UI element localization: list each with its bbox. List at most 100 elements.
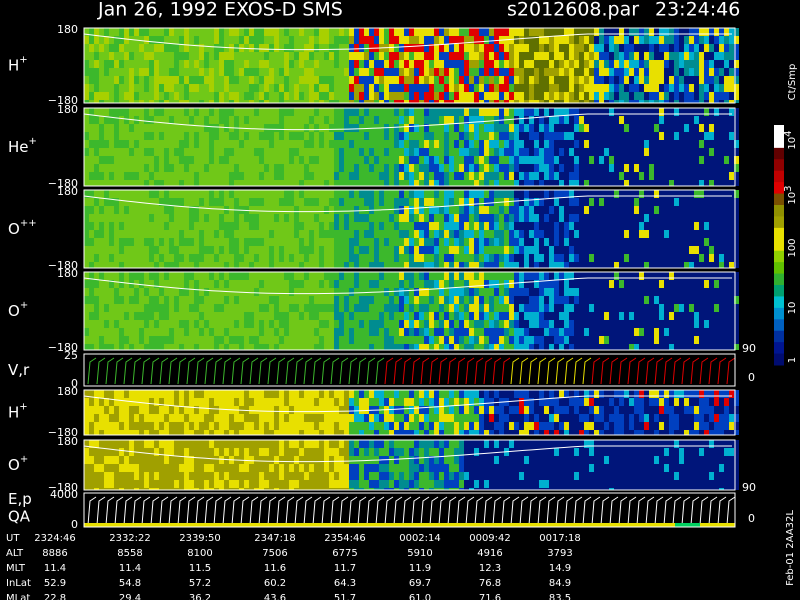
spectrogram-cell xyxy=(349,272,354,280)
spectrogram-cell xyxy=(564,36,569,44)
spectrogram-cell xyxy=(659,92,664,100)
spectrogram-cell xyxy=(414,84,419,92)
spectrogram-cell xyxy=(399,156,404,164)
spectrogram-cell xyxy=(569,206,574,214)
spectrogram-cell xyxy=(244,108,249,116)
spectrogram-cell xyxy=(599,28,604,36)
spectrogram-cell xyxy=(689,68,694,76)
spectrogram-cell xyxy=(524,254,529,262)
spectrogram-cell xyxy=(679,132,684,140)
spectrogram-cell xyxy=(629,254,634,262)
spectrogram-cell xyxy=(394,124,399,132)
spectrogram-cell xyxy=(509,262,514,268)
spectrogram-cell xyxy=(149,132,154,140)
spectrogram-cell xyxy=(264,328,269,336)
spectrogram-cell xyxy=(374,164,379,172)
spectrogram-cell xyxy=(484,312,489,320)
spectrogram-cell xyxy=(399,68,404,76)
spectrogram-cell xyxy=(164,140,169,148)
spectrogram-cell xyxy=(504,60,509,68)
spectrogram-cell xyxy=(334,272,339,280)
spectrogram-cell xyxy=(529,304,534,312)
spectrogram-cell xyxy=(584,76,589,84)
spectrogram-cell xyxy=(94,108,99,116)
spectrogram-cell xyxy=(199,76,204,84)
spectrogram-cell xyxy=(329,108,334,116)
spectrogram-cell xyxy=(679,76,684,84)
spectrogram-cell xyxy=(554,180,559,186)
spectrogram-cell xyxy=(584,148,589,156)
spectrogram-cell xyxy=(114,100,119,103)
spectrogram-cell xyxy=(624,230,629,238)
spectrogram-cell xyxy=(89,320,94,328)
spectrogram-cell xyxy=(339,92,344,100)
spectrogram-cell xyxy=(649,254,654,262)
spectrogram-cell xyxy=(439,68,444,76)
spectrogram-cell xyxy=(224,156,229,164)
spectrogram-cell xyxy=(454,172,459,180)
spectrogram-cell xyxy=(154,44,159,52)
spectrogram-cell xyxy=(554,124,559,132)
spectrogram-cell xyxy=(684,238,689,246)
spectrogram-cell xyxy=(254,246,259,254)
spectrogram-cell xyxy=(164,36,169,44)
spectrogram-cell xyxy=(179,262,184,268)
spectrogram-cell xyxy=(569,148,574,156)
spectrogram-cell xyxy=(519,68,524,76)
spectrogram-cell xyxy=(484,116,489,124)
spectrogram-cell xyxy=(199,180,204,186)
spectrogram-cell xyxy=(309,84,314,92)
spectrogram-cell xyxy=(234,280,239,288)
spectrogram-cell xyxy=(504,312,509,320)
spectrogram-cell xyxy=(374,116,379,124)
spectrogram-cell xyxy=(644,156,649,164)
spectrogram-cell xyxy=(124,140,129,148)
spectrogram-cell xyxy=(179,336,184,344)
spectrogram-cell xyxy=(334,172,339,180)
spectrogram-cell xyxy=(439,44,444,52)
spectrogram-cell xyxy=(89,296,94,304)
spectrogram-cell xyxy=(224,254,229,262)
spectrogram-cell xyxy=(429,92,434,100)
spectrogram-cell xyxy=(409,238,414,246)
spectrogram-cell xyxy=(274,116,279,124)
spectrogram-cell xyxy=(494,190,499,198)
spectrogram-cell xyxy=(144,140,149,148)
spectrogram-cell xyxy=(494,84,499,92)
spectrogram-cell xyxy=(329,84,334,92)
spectrogram-cell xyxy=(449,190,454,198)
spectrogram-cell xyxy=(509,36,514,44)
spectrogram-cell xyxy=(659,238,664,246)
spectrogram-cell xyxy=(534,312,539,320)
spectrogram-cell xyxy=(544,230,549,238)
spectrogram-cell xyxy=(564,140,569,148)
spectrogram-cell xyxy=(229,336,234,344)
spectrogram-cell xyxy=(469,100,474,103)
spectrogram-cell xyxy=(534,328,539,336)
spectrogram-cell xyxy=(679,84,684,92)
spectrogram-cell xyxy=(679,230,684,238)
spectrogram-cell xyxy=(579,180,584,186)
title: Jan 26, 1992 EXOS-D SMS xyxy=(97,0,343,21)
spectrogram-cell xyxy=(464,288,469,296)
spectrogram-cell xyxy=(734,206,739,214)
spectrogram-cell xyxy=(184,312,189,320)
spectrogram-cell xyxy=(204,44,209,52)
spectrogram-cell xyxy=(414,206,419,214)
spectrogram-cell xyxy=(359,222,364,230)
spectrogram-cell xyxy=(124,156,129,164)
spectrogram-cell xyxy=(724,164,729,172)
spectrogram-cell xyxy=(704,68,709,76)
spectrogram-cell xyxy=(234,312,239,320)
spectrogram-cell xyxy=(294,84,299,92)
spectrogram-cell xyxy=(484,262,489,268)
spectrogram-cell xyxy=(609,124,614,132)
y-tick-label: −180 xyxy=(48,94,78,107)
spectrogram-cell xyxy=(269,328,274,336)
spectrogram-cell xyxy=(304,206,309,214)
spectrogram-cell xyxy=(614,116,619,124)
spectrogram-cell xyxy=(449,254,454,262)
spectrogram-cell xyxy=(89,312,94,320)
spectrogram-cell xyxy=(624,180,629,186)
spectrogram-cell xyxy=(584,198,589,206)
